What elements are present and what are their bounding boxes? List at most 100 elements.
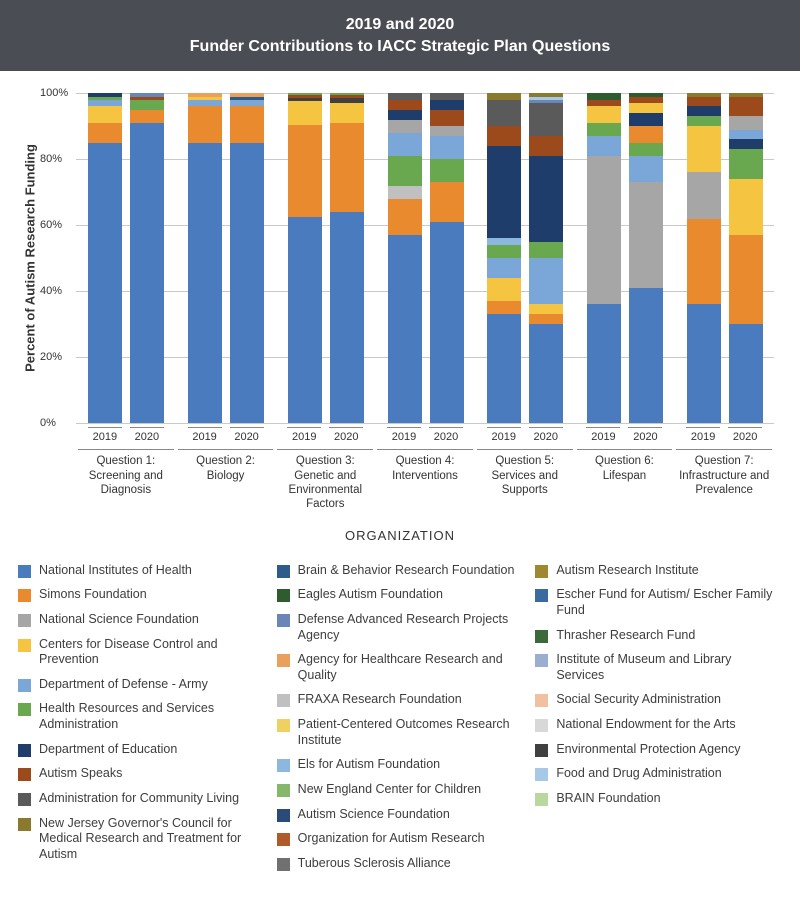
bar-segment [88,100,122,107]
bar-segment [88,106,122,123]
question-label: Question 6: Lifespan [577,449,673,483]
bar-segment [729,97,763,117]
legend-swatch [535,793,548,806]
bar-segment [687,116,721,126]
y-tick-label: 20% [40,351,62,363]
bar-segment [88,123,122,143]
question-label: Question 4: Interventions [377,449,473,483]
legend-item: New Jersey Governor's Council for Medica… [18,816,265,863]
question-group [76,93,176,423]
legend-item: Environmental Protection Agency [535,742,782,758]
legend-label: National Science Foundation [39,612,199,628]
year-label: 2020 [529,427,563,443]
legend-swatch [535,654,548,667]
bar-segment [587,156,621,305]
bar-segment [529,304,563,314]
legend-item: New England Center for Children [277,782,524,798]
bar-segment [587,100,621,107]
legend-column: Autism Research InstituteEscher Fund for… [535,563,782,881]
legend-label: Thrasher Research Fund [556,628,695,644]
legend-swatch [277,565,290,578]
bar-segment [230,100,264,107]
stacked-bar [430,93,464,423]
bar-segment [88,143,122,424]
question-label: Question 2: Biology [178,449,274,483]
stacked-bar [587,93,621,423]
legend-swatch [18,818,31,831]
legend-swatch [277,694,290,707]
bar-segment [529,103,563,136]
stacked-bar [529,93,563,423]
plot-area: Percent of Autism Research Funding 0%20%… [76,93,774,423]
legend-swatch [535,719,548,732]
legend-label: Department of Education [39,742,177,758]
legend-item: Eagles Autism Foundation [277,587,524,603]
legend-label: Autism Speaks [39,766,122,782]
bar-segment [188,106,222,142]
legend-swatch [277,614,290,627]
legend-item: Els for Autism Foundation [277,757,524,773]
legend-label: Patient-Centered Outcomes Research Insti… [298,717,524,748]
x-group: 20192020Question 6: Lifespan [575,423,675,512]
bar-segment [529,314,563,324]
legend-label: Organization for Autism Research [298,831,485,847]
legend-item: Brain & Behavior Research Foundation [277,563,524,579]
question-group [475,93,575,423]
bar-segment [629,113,663,126]
bar-segment [529,156,563,242]
bar-segment [388,199,422,235]
x-group: 20192020Question 7: Infrastructure and P… [674,423,774,512]
title-line-1: 2019 and 2020 [10,14,790,36]
bar-segment [388,120,422,133]
bar-segment [230,106,264,142]
bar-segment [729,116,763,129]
bar-segment [587,93,621,100]
legend-item: Administration for Community Living [18,791,265,807]
stacked-bar [88,93,122,423]
legend-swatch [18,744,31,757]
bar-segment [687,97,721,107]
bar-segment [587,304,621,423]
bar-segment [430,126,464,136]
legend-label: Autism Research Institute [556,563,698,579]
legend-column: National Institutes of HealthSimons Foun… [18,563,265,881]
legend-swatch [535,768,548,781]
legend-label: National Institutes of Health [39,563,192,579]
legend-label: Social Security Administration [556,692,721,708]
bar-segment [487,245,521,258]
legend-item: FRAXA Research Foundation [277,692,524,708]
bar-segment [487,301,521,314]
year-label: 2019 [188,427,222,443]
bar-segment [587,136,621,156]
bar-segment [487,238,521,245]
bar-segment [388,110,422,120]
legend-label: Department of Defense - Army [39,677,208,693]
legend-swatch [18,614,31,627]
bar-segment [388,100,422,110]
bar-segment [487,100,521,126]
question-label: Question 1: Screening and Diagnosis [78,449,174,497]
legend-item: Patient-Centered Outcomes Research Insti… [277,717,524,748]
question-group [674,93,774,423]
question-group [375,93,475,423]
bar-segment [487,258,521,278]
bar-segment [687,172,721,218]
bar-segment [629,288,663,423]
legend-swatch [535,694,548,707]
stacked-bar [288,93,322,423]
year-label: 2020 [130,427,164,443]
bar-segment [487,278,521,301]
bar-segment [388,133,422,156]
legend-swatch [18,565,31,578]
bar-segment [288,217,322,423]
bar-segment [487,126,521,146]
x-group: 20192020Question 5: Services and Support… [475,423,575,512]
legend-label: FRAXA Research Foundation [298,692,462,708]
bar-segment [188,100,222,107]
question-label: Question 5: Services and Supports [477,449,573,497]
bar-segment [729,235,763,324]
legend-item: Social Security Administration [535,692,782,708]
bar-segment [288,125,322,217]
year-label: 2019 [287,427,321,443]
gridline [76,423,774,424]
